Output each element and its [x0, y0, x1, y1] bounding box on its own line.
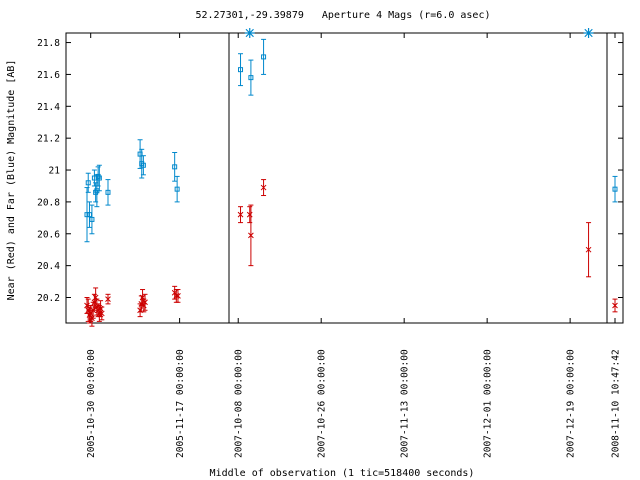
data-point [89, 216, 95, 222]
data-point [140, 162, 146, 168]
y-tick-label: 21.8 [37, 38, 60, 49]
data-point [175, 293, 181, 299]
series [84, 38, 618, 243]
data-point [260, 184, 267, 191]
asterisk-marker [244, 28, 255, 38]
data-layer [84, 28, 618, 327]
data-point [238, 67, 244, 73]
data-point [172, 164, 178, 170]
plot-frame [65, 32, 624, 324]
data-point [85, 180, 91, 186]
x-tick-label: 2007-12-19 00:00:00 [566, 349, 577, 458]
data-point [248, 75, 254, 81]
data-point [174, 186, 180, 192]
chart-title: 52.27301,-29.39879 Aperture 4 Mags (r=6.… [195, 10, 490, 21]
series [84, 179, 618, 327]
data-point [612, 302, 618, 309]
data-point [585, 246, 592, 253]
x-tick-label: 2005-10-30 00:00:00 [86, 349, 97, 458]
y-tick-label: 20.6 [37, 229, 60, 240]
data-point [96, 175, 102, 181]
x-tick-label: 2007-10-08 00:00:00 [234, 349, 245, 458]
x-axis: 2005-10-30 00:00:00 2005-11-17 00:00:00 20… [86, 33, 622, 458]
y-tick-label: 21.4 [37, 102, 60, 113]
x-axis-label: Middle of observation (1 tic=518400 seco… [210, 468, 475, 479]
data-point [248, 232, 254, 239]
y-tick-label: 20.2 [37, 293, 60, 304]
data-point [237, 211, 244, 218]
data-point [105, 189, 111, 195]
x-tick-label: 2008-11-10 10:47:42 [611, 349, 622, 458]
x-tick-label: 2007-12-01 00:00:00 [483, 349, 494, 458]
x-tick-label: 2007-11-13 00:00:00 [400, 349, 411, 458]
y-tick-label: 20.4 [37, 261, 60, 272]
asterisk-marker [583, 28, 594, 38]
data-point [261, 54, 267, 60]
x-tick-label: 2005-11-17 00:00:00 [175, 349, 186, 458]
data-point [246, 211, 253, 218]
data-point [105, 296, 111, 302]
plot-border [65, 32, 624, 324]
y-tick-label: 21.6 [37, 70, 60, 81]
y-tick-label: 20.8 [37, 197, 60, 208]
x-tick-label: 2007-10-26 00:00:00 [317, 349, 328, 458]
y-axis: 20.2 20.4 20.6 20.8 21 21.2 21.4 21.6 21.8 [37, 38, 623, 304]
data-point [98, 310, 105, 317]
y-tick-label: 21 [49, 166, 61, 177]
y-axis-label: Near (Red) and Far (Blue) Magnitude [AB] [6, 60, 17, 301]
data-point [612, 186, 618, 192]
y-tick-label: 21.2 [37, 134, 60, 145]
data-point [142, 299, 148, 306]
